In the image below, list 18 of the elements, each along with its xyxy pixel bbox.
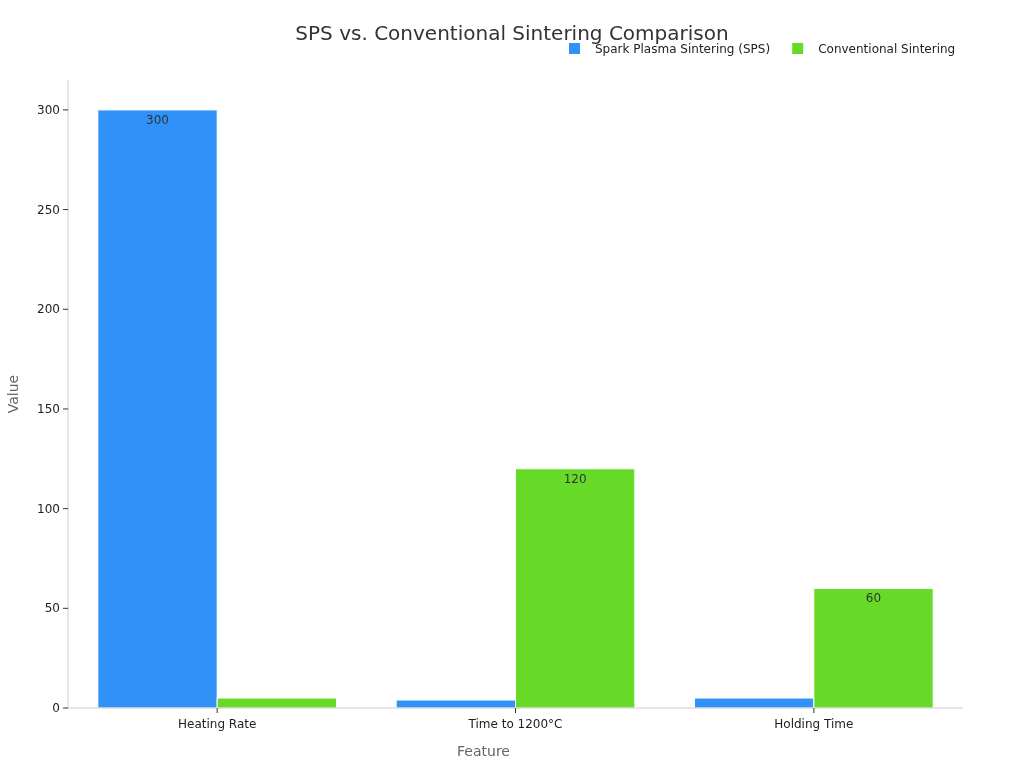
y-tick-label: 50 (44, 601, 60, 616)
y-tick-label: 0 (52, 701, 60, 715)
x-tick-label: Heating Rate (177, 717, 257, 731)
data-label: 60 (865, 591, 882, 606)
y-tick-label: 250 (37, 202, 60, 217)
y-tick-label: 150 (37, 401, 60, 416)
data-label: 300 (146, 112, 169, 127)
y-axis-title: Value (5, 374, 21, 414)
data-label: 120 (563, 471, 587, 486)
legend-label: Spark Plasma Sintering (SPS) (595, 42, 771, 56)
chart-title: SPS vs. Conventional Sintering Comparison (295, 21, 729, 45)
legend-label: Conventional Sintering (818, 42, 956, 56)
y-tick-label: 100 (37, 501, 60, 516)
x-tick-label: Holding Time (774, 717, 854, 731)
x-axis-title: Feature (457, 743, 510, 759)
x-tick-label: Time to 1200°C (467, 717, 563, 731)
y-tick-label: 300 (37, 102, 60, 117)
y-tick-label: 200 (37, 302, 60, 317)
